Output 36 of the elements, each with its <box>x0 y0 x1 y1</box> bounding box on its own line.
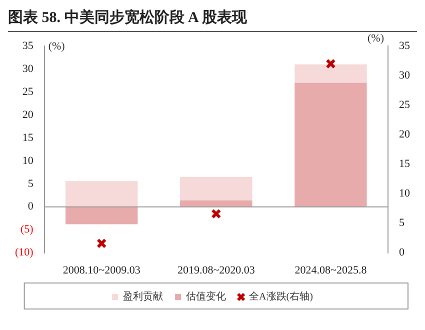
bar <box>180 176 252 200</box>
y2-tick-label: 20 <box>399 128 410 141</box>
y2-tick-label: 25 <box>399 98 410 111</box>
y-tick-label: 15 <box>22 132 34 144</box>
y-tick-label: 20 <box>22 108 34 121</box>
legend-label: 全A涨跌(右轴) <box>249 290 313 303</box>
y2-tick-label: 10 <box>399 188 410 200</box>
y2-tick-label: 15 <box>399 158 410 170</box>
point <box>96 238 107 248</box>
x-tick-label: 2008.10~2009.03 <box>62 264 141 276</box>
y-axis-title: (%) <box>48 40 66 52</box>
bar <box>294 82 367 207</box>
y2-tick-label: 35 <box>399 40 410 52</box>
legend-label: 盈利贡献 <box>123 290 164 303</box>
legend-label: 估值变化 <box>186 290 226 303</box>
bar <box>294 64 367 83</box>
y-tick-label: 30 <box>22 62 34 75</box>
y-tick-label: 5 <box>28 178 34 190</box>
y-tick-label: (10) <box>15 246 34 259</box>
bar <box>66 206 138 224</box>
chart-title: 图表 58. 中美同步宽松阶段 A 股表现 <box>8 8 417 32</box>
y-tick-label: 35 <box>22 40 34 52</box>
y2-tick-label: 0 <box>399 246 405 259</box>
point <box>326 58 336 69</box>
point <box>211 208 222 219</box>
y-tick-label: 25 <box>22 86 34 98</box>
bar <box>180 200 252 207</box>
x-tick-label: 2024.08~2025.8 <box>294 264 368 276</box>
bar <box>66 181 138 207</box>
y2-tick-label: 30 <box>399 69 410 82</box>
y-tick-label: 10 <box>22 154 34 167</box>
y2-axis-title: (%) <box>368 32 384 44</box>
y2-tick-label: 5 <box>399 217 405 230</box>
x-tick-label: 2019.08~2020.03 <box>177 264 256 276</box>
y-tick-label: 0 <box>28 200 34 213</box>
y-tick-label: (5) <box>20 224 34 236</box>
